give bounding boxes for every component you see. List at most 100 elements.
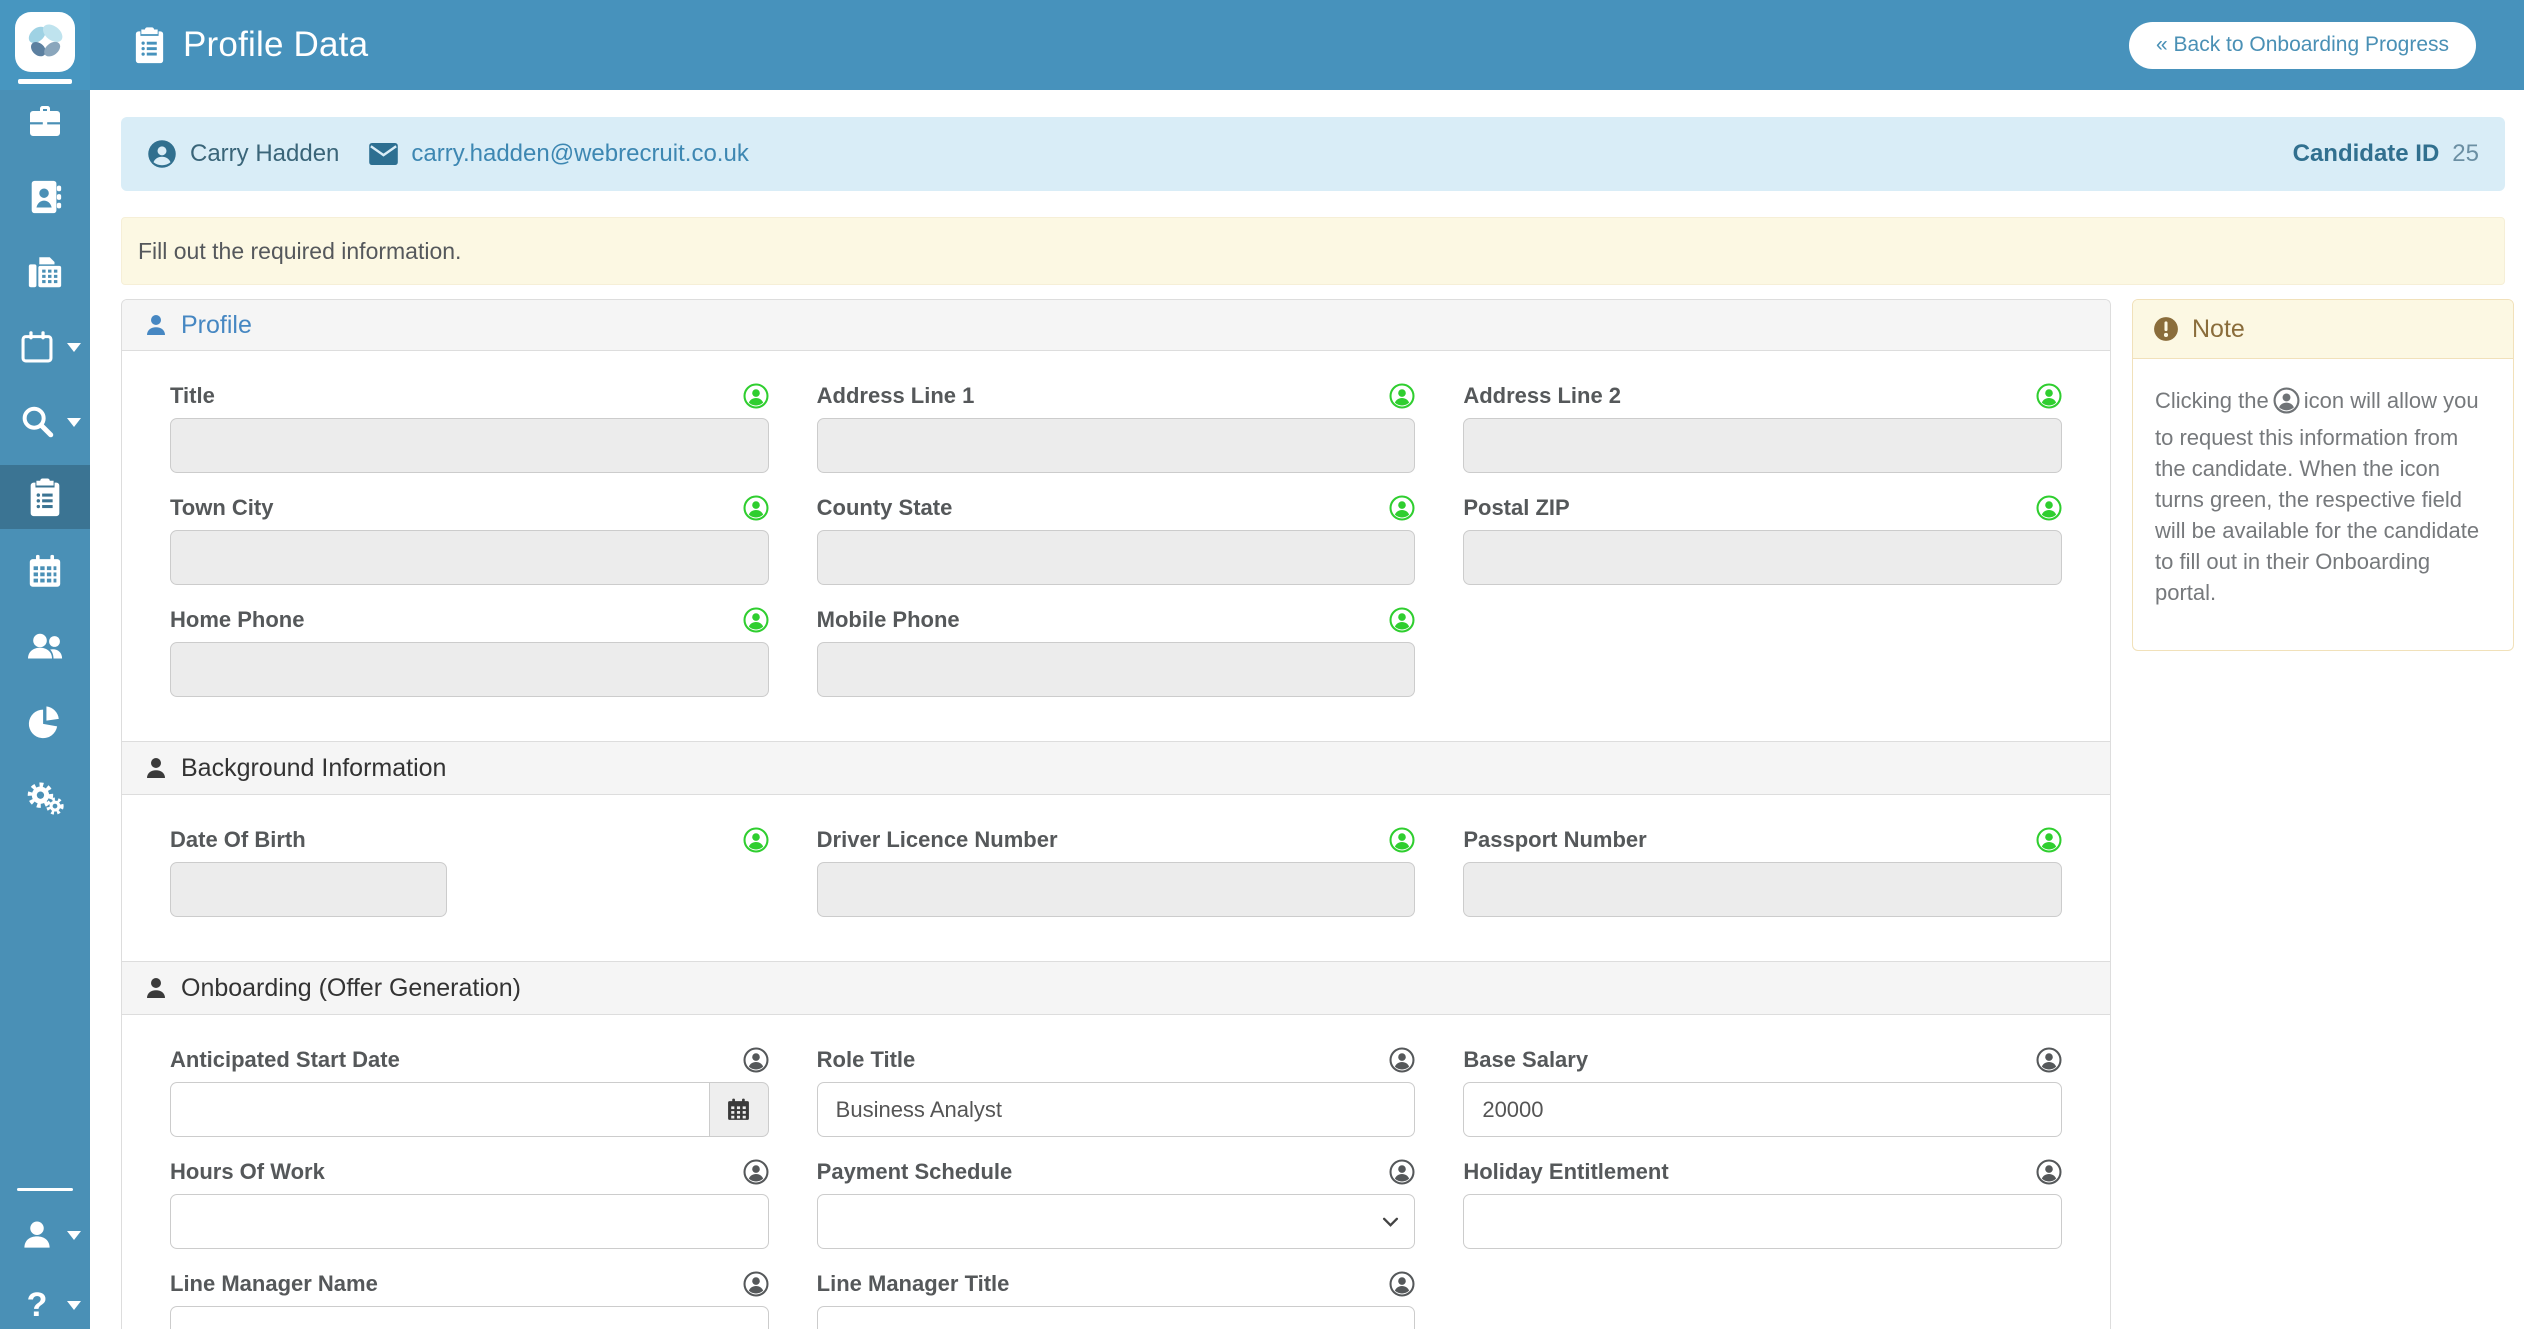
app-logo[interactable] bbox=[15, 12, 75, 72]
user-circle-icon[interactable] bbox=[743, 383, 769, 409]
sidebar-item-search[interactable] bbox=[0, 390, 90, 454]
user-circle-icon[interactable] bbox=[1389, 827, 1415, 853]
logo-underline bbox=[18, 79, 72, 84]
clipboard-list-icon bbox=[28, 476, 62, 518]
hours-of-work-input[interactable] bbox=[170, 1194, 769, 1249]
base-salary-input[interactable] bbox=[1463, 1082, 2062, 1137]
user-icon bbox=[144, 313, 168, 337]
back-to-onboarding-button[interactable]: « Back to Onboarding Progress bbox=[2129, 22, 2476, 69]
search-icon bbox=[18, 403, 56, 441]
profile-fields-grid: TitleAddress Line 1Address Line 2Town Ci… bbox=[122, 351, 2110, 741]
section-title: Background Information bbox=[181, 754, 446, 783]
sidebar-item-contacts[interactable] bbox=[0, 165, 90, 229]
user-circle-icon[interactable] bbox=[2036, 1047, 2062, 1073]
users-icon bbox=[25, 627, 65, 667]
field-role-title: Role Title bbox=[817, 1047, 1416, 1137]
user-circle-icon[interactable] bbox=[1389, 607, 1415, 633]
butterfly-icon bbox=[23, 20, 67, 64]
field-label: Postal ZIP bbox=[1463, 495, 1569, 521]
sidebar-item-onboarding[interactable] bbox=[0, 465, 90, 529]
address-line-1-input bbox=[817, 418, 1416, 473]
user-circle-icon[interactable] bbox=[1389, 1271, 1415, 1297]
field-label: Base Salary bbox=[1463, 1047, 1588, 1073]
exclamation-circle-icon bbox=[2153, 316, 2179, 342]
calendar-outline-icon bbox=[19, 329, 55, 365]
page-title: Profile Data bbox=[183, 25, 368, 65]
chevron-down-icon bbox=[67, 343, 81, 352]
line-manager-title-input[interactable] bbox=[817, 1306, 1416, 1329]
help-icon: ? bbox=[20, 1288, 54, 1322]
county-state-input bbox=[817, 530, 1416, 585]
profile-data-page: ? Profile Data « Back to Onboarding Prog… bbox=[0, 0, 2524, 1329]
sidebar-item-help[interactable]: ? bbox=[0, 1273, 90, 1329]
sidebar-item-reports[interactable] bbox=[0, 690, 90, 754]
candidate-id-label: Candidate ID bbox=[2293, 140, 2440, 168]
user-circle-icon bbox=[147, 139, 177, 169]
user-circle-icon[interactable] bbox=[2036, 495, 2062, 521]
field-label: Line Manager Name bbox=[170, 1271, 378, 1297]
user-circle-icon[interactable] bbox=[743, 495, 769, 521]
field-driver-licence-number: Driver Licence Number bbox=[817, 827, 1416, 917]
user-circle-icon[interactable] bbox=[1389, 1047, 1415, 1073]
calendar-button[interactable] bbox=[709, 1082, 769, 1137]
user-circle-icon[interactable] bbox=[743, 1047, 769, 1073]
field-line-manager-title: Line Manager Title bbox=[817, 1271, 1416, 1329]
background-section-header: Background Information bbox=[122, 741, 2110, 795]
profile-data-panel: Profile TitleAddress Line 1Address Line … bbox=[121, 299, 2111, 1329]
note-text-before: Clicking the bbox=[2155, 388, 2269, 413]
user-circle-icon[interactable] bbox=[2036, 383, 2062, 409]
title-input bbox=[170, 418, 769, 473]
role-title-input[interactable] bbox=[817, 1082, 1416, 1137]
sidebar-item-calendar[interactable] bbox=[0, 540, 90, 604]
user-circle-icon[interactable] bbox=[2036, 827, 2062, 853]
anticipated-start-date-input[interactable] bbox=[170, 1082, 709, 1137]
field-label: Driver Licence Number bbox=[817, 827, 1058, 853]
field-title: Title bbox=[170, 383, 769, 473]
user-circle-icon[interactable] bbox=[743, 607, 769, 633]
field-label: Date Of Birth bbox=[170, 827, 306, 853]
field-label: Town City bbox=[170, 495, 273, 521]
sidebar-item-events[interactable] bbox=[0, 315, 90, 379]
date-of-birth-input bbox=[170, 862, 447, 917]
line-manager-name-input[interactable] bbox=[170, 1306, 769, 1329]
user-circle-icon[interactable] bbox=[1389, 495, 1415, 521]
sidebar-item-account[interactable] bbox=[0, 1203, 90, 1267]
user-circle-icon[interactable] bbox=[1389, 383, 1415, 409]
field-label: Hours Of Work bbox=[170, 1159, 325, 1185]
user-icon bbox=[144, 756, 168, 780]
address-book-icon bbox=[26, 178, 64, 216]
field-label: Holiday Entitlement bbox=[1463, 1159, 1668, 1185]
user-circle-icon[interactable] bbox=[1389, 1159, 1415, 1185]
user-icon bbox=[144, 976, 168, 1000]
field-mobile-phone: Mobile Phone bbox=[817, 607, 1416, 697]
field-hours-of-work: Hours Of Work bbox=[170, 1159, 769, 1249]
note-header: Note bbox=[2133, 300, 2513, 359]
town-city-input bbox=[170, 530, 769, 585]
driver-licence-number-input bbox=[817, 862, 1416, 917]
field-postal-zip: Postal ZIP bbox=[1463, 495, 2062, 585]
top-header-bar: Profile Data « Back to Onboarding Progre… bbox=[90, 0, 2524, 90]
sidebar: ? bbox=[0, 0, 90, 1329]
calendar-icon bbox=[726, 1097, 751, 1122]
payment-schedule-select[interactable] bbox=[817, 1194, 1416, 1249]
sidebar-item-settings[interactable] bbox=[0, 765, 90, 829]
field-county-state: County State bbox=[817, 495, 1416, 585]
alert-message: Fill out the required information. bbox=[138, 238, 461, 265]
field-label: Line Manager Title bbox=[817, 1271, 1010, 1297]
onboarding-fields-grid: Anticipated Start DateRole TitleBase Sal… bbox=[122, 1015, 2110, 1329]
user-circle-icon[interactable] bbox=[743, 827, 769, 853]
candidate-id-value: 25 bbox=[2452, 140, 2479, 168]
sidebar-item-jobs[interactable] bbox=[0, 90, 90, 154]
cogs-icon bbox=[25, 777, 65, 817]
user-circle-icon[interactable] bbox=[743, 1159, 769, 1185]
field-label: Home Phone bbox=[170, 607, 304, 633]
user-circle-icon[interactable] bbox=[2036, 1159, 2062, 1185]
sidebar-item-candidates[interactable] bbox=[0, 615, 90, 679]
user-circle-icon[interactable] bbox=[743, 1271, 769, 1297]
field-home-phone: Home Phone bbox=[170, 607, 769, 697]
candidate-email-link[interactable]: carry.hadden@webrecruit.co.uk bbox=[411, 140, 748, 168]
field-holiday-entitlement: Holiday Entitlement bbox=[1463, 1159, 2062, 1249]
field-passport-number: Passport Number bbox=[1463, 827, 2062, 917]
holiday-entitlement-input[interactable] bbox=[1463, 1194, 2062, 1249]
sidebar-item-fax[interactable] bbox=[0, 240, 90, 304]
